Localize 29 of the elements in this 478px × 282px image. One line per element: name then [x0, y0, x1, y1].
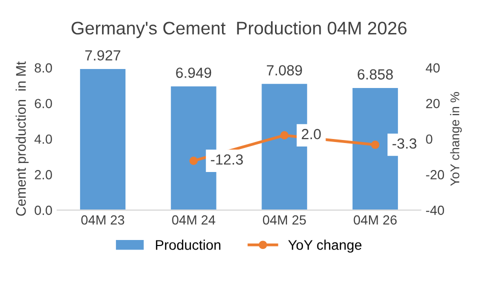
chart-title: Germany's Cement Production 04M 2026	[72, 21, 407, 38]
y2-axis-title: YoY change in %	[450, 92, 462, 186]
x-tick-label: 04M 24	[172, 215, 216, 225]
y2-tick-label: 40	[426, 63, 440, 73]
y2-tick-label: -40	[426, 206, 444, 215]
x-tick-label: 04M 25	[262, 215, 306, 225]
x-tick-label: 04M 23	[81, 215, 124, 225]
data-label: 6.949	[176, 68, 212, 78]
data-label: -12.3	[210, 154, 243, 165]
legend-label: Production	[156, 240, 220, 250]
y2-tick-label: 0	[426, 134, 432, 144]
point	[371, 140, 380, 149]
y2-tick-label: -20	[426, 170, 444, 180]
y2-tick-label: 20	[426, 98, 440, 108]
y-tick-label: 8.0	[34, 63, 52, 73]
y-axis-title: Cement production in Mt	[16, 61, 29, 216]
y-tick-label: 2.0	[34, 170, 52, 180]
x-tick-label: 04M 26	[354, 215, 397, 225]
y-tick-label: 6.0	[34, 98, 52, 108]
data-label: 2.0	[302, 128, 321, 140]
legend-label: YoY change	[288, 240, 362, 253]
data-label: 7.927	[85, 50, 120, 61]
y-tick-label: 4.0	[34, 134, 52, 144]
data-label: -3.3	[392, 138, 416, 149]
data-label: 6.858	[358, 69, 393, 80]
y-tick-label: 0.0	[34, 206, 52, 215]
point	[280, 131, 289, 140]
point	[189, 156, 198, 165]
data-label: 7.089	[266, 65, 302, 76]
